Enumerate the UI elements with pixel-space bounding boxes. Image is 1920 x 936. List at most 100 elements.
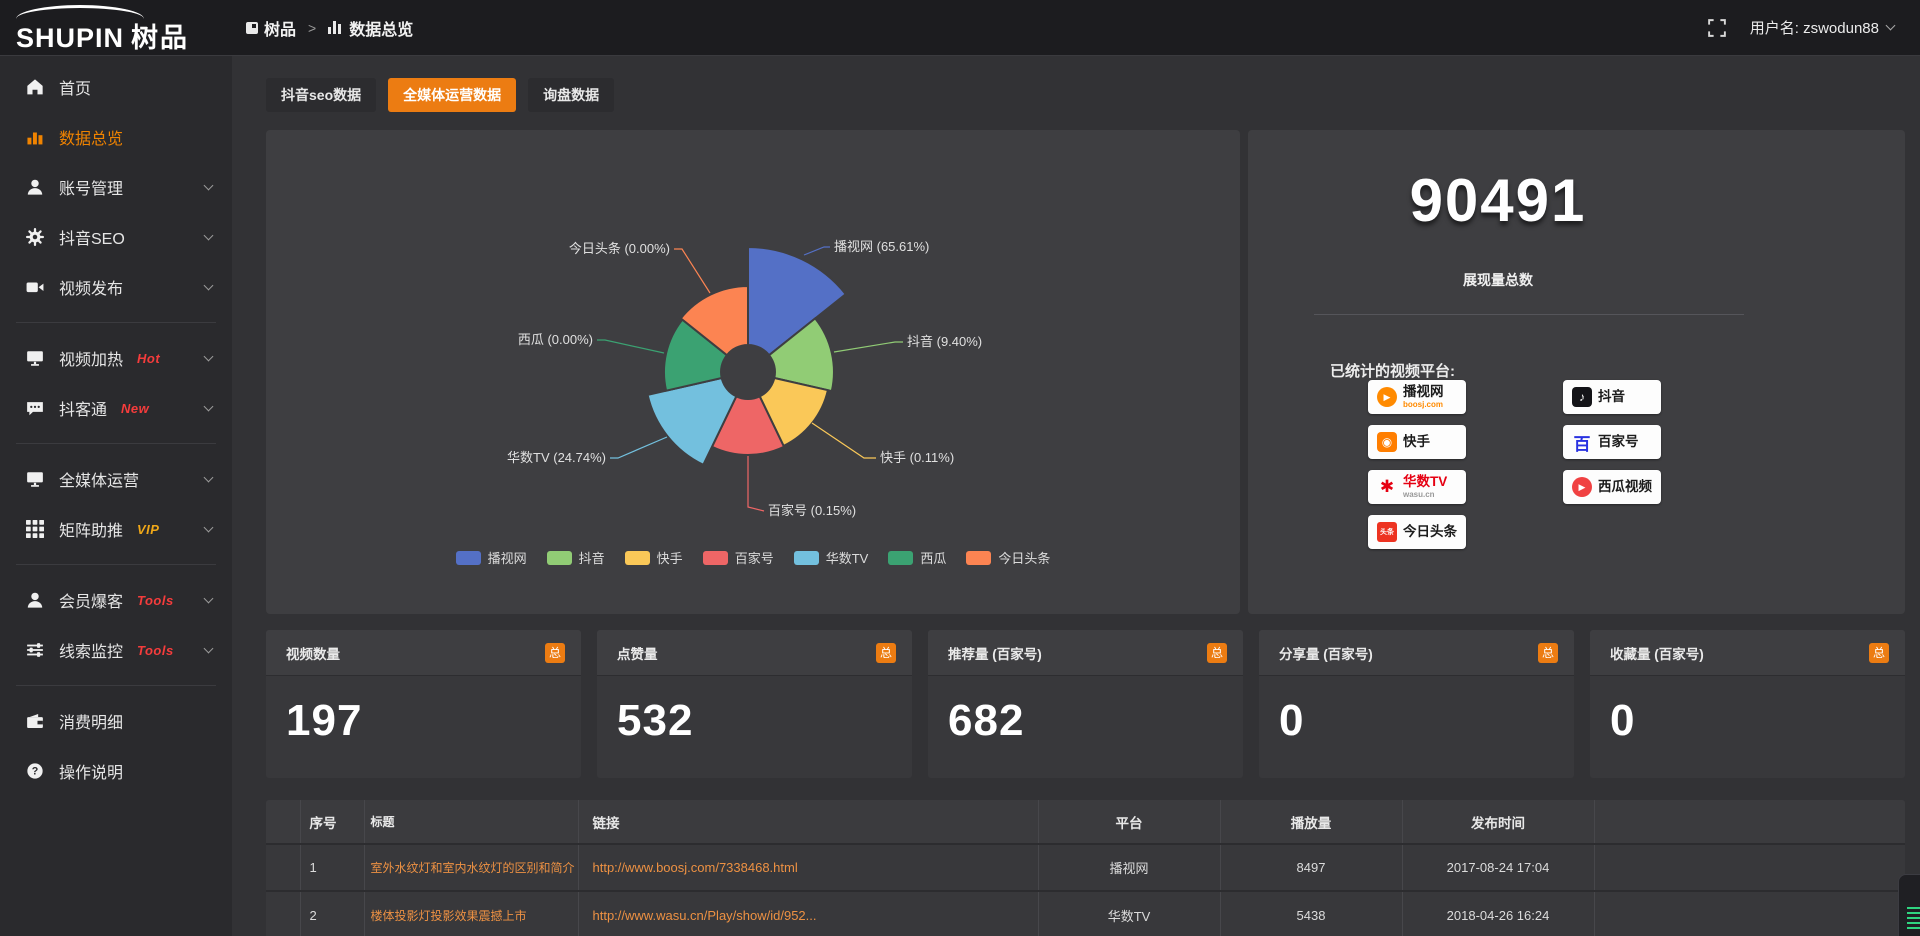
tab-2[interactable]: 询盘数据 [528,78,615,112]
breadcrumb-separator: > [308,19,317,36]
legend-swatch [888,550,914,565]
sidebar-item-matrix-boost[interactable]: 矩阵助推 VIP [0,504,232,554]
breadcrumb: 树品 > 数据总览 [246,16,413,40]
stat-card-3: 分享量 (百家号) 总 0 [1259,630,1574,778]
video-url-link[interactable]: http://www.boosj.com/7338468.html [592,860,798,875]
sidebar-item-label: 线索监控 [59,644,124,661]
sidebar-item-label: 账号管理 [59,181,124,198]
legend-swatch [702,550,728,565]
chevron-down-icon [203,472,214,482]
platform-badges-column-right: ♪ 抖音百百家号 ▶ 西瓜视频 [1563,380,1661,504]
home-icon [26,78,44,96]
video-title-link[interactable]: 室外水纹灯和室内水纹灯的区别和简介 [370,861,575,875]
sidebar-item-operation-guide[interactable]: ? 操作说明 [0,746,232,796]
sidebar-item-lead-monitor[interactable]: 线索监控 Tools [0,625,232,675]
video-title-link[interactable]: 楼体投影灯投影效果震撼上市 [370,908,527,923]
pie-slice-播视网[interactable] [747,245,848,357]
video-url-link[interactable]: http://www.wasu.cn/Play/show/id/952... [592,907,817,923]
logo-text-en: SHUPIN [16,22,125,53]
legend-item-快手[interactable]: 快手 [624,548,683,567]
pie-label-抖音: 抖音 (9.40%) [907,334,982,349]
table-header-row: 序号 标题 链接 平台 播放量 发布时间 [266,800,1905,844]
col-header-time: 发布时间 [1401,800,1594,844]
label-line [597,339,665,354]
fullscreen-icon[interactable] [1707,18,1726,37]
platform-badge-今日头条: 头条 今日头条 [1368,515,1466,549]
platform-badge-百家号: 百百家号 [1563,425,1661,459]
pie-label-今日头条: 今日头条 (0.00%) [569,241,670,256]
chevron-down-icon [203,593,214,603]
screen-icon [26,349,44,367]
label-line [833,341,903,353]
label-line [747,456,765,512]
platform-badge-西瓜视频: ▶ 西瓜视频 [1563,470,1661,504]
chevron-down-icon [1885,20,1896,31]
tab-1[interactable]: 全媒体运营数据 [388,78,517,112]
legend-item-今日头条[interactable]: 今日头条 [966,548,1050,567]
platform-subtext: boosj.com [1403,399,1444,409]
cell-views: 8497 [1219,843,1402,891]
tab-0[interactable]: 抖音seo数据 [266,78,377,112]
pie-slice-今日头条[interactable] [679,284,749,357]
platform-subtext: wasu.cn [1403,489,1435,499]
legend-item-播视网[interactable]: 播视网 [455,548,527,567]
sidebar-divider [16,322,216,323]
stat-card-label: 视频数量 [286,646,340,662]
label-line [674,248,711,294]
legend-item-西瓜[interactable]: 西瓜 [888,548,946,567]
total-badge: 总 [1207,642,1227,663]
sidebar-item-media-operation[interactable]: 全媒体运营 [0,454,232,504]
breadcrumb-current[interactable]: 数据总览 [349,21,414,39]
legend-item-华数TV[interactable]: 华数TV [793,548,868,567]
total-impressions-value: 90491 [1409,167,1587,234]
sidebar-item-douketong[interactable]: 抖客通 New [0,383,232,433]
sidebar-item-consume-detail[interactable]: 消费明细 [0,696,232,746]
stat-card-label: 分享量 (百家号) [1279,646,1373,662]
platform-name: 快手 [1403,434,1430,450]
legend-label: 今日头条 [998,551,1051,566]
sidebar-item-member-baoke[interactable]: 会员爆客 Tools [0,575,232,625]
baijiahao-logo: 百 [1573,434,1591,454]
stat-card-value: 0 [1610,696,1636,745]
platform-name: 华数TV [1403,474,1448,490]
sidebar-item-video-heat[interactable]: 视频加热 Hot [0,333,232,383]
user-menu[interactable]: 用户名: zswodun88 [1750,17,1896,38]
sidebar-item-video-publish[interactable]: 视频发布 [0,262,232,312]
platform-badges-column-left: ▶ 播视网 boosj.com ◉ 快手 ✱ 华数TV wasu.cn 头条 今日头条 [1368,380,1466,549]
sidebar-item-douyin-seo[interactable]: 抖音SEO [0,212,232,262]
wallet-icon [26,712,44,730]
legend-item-抖音[interactable]: 抖音 [546,548,605,567]
platform-badge-播视网: ▶ 播视网 boosj.com [1368,380,1466,414]
floating-widget[interactable] [1898,874,1920,936]
legend-label: 快手 [656,551,683,566]
platform-name: 西瓜视频 [1598,479,1652,495]
sidebar-item-home[interactable]: 首页 [0,62,232,112]
sidebar-item-badge: Tools [137,592,174,608]
legend-item-百家号[interactable]: 百家号 [702,548,774,567]
pie-slice-抖音[interactable] [767,316,835,393]
breadcrumb-home[interactable]: 树品 [264,21,297,39]
platform-badge-华数TV: ✱ 华数TV wasu.cn [1368,470,1466,504]
bar-chart-icon [26,128,44,146]
app-logo: SHUPIN 树品 [0,0,232,56]
cell-views: 5438 [1219,890,1402,936]
gear-icon [26,228,44,246]
monitor-icon [26,470,44,488]
label-line [811,422,876,459]
app-square-icon [246,21,258,34]
cell-no: 1 [299,843,364,891]
sidebar-item-label: 全媒体运营 [59,473,140,490]
total-badge: 总 [1869,642,1889,663]
pie-label-西瓜: 西瓜 (0.00%) [518,332,593,347]
cell-time: 2017-08-24 17:04 [1401,843,1594,891]
sidebar-item-account-manage[interactable]: 账号管理 [0,162,232,212]
sidebar-item-data-overview[interactable]: 数据总览 [0,112,232,162]
sidebar: 首页 数据总览账号管理抖音SEO 视频发布视频加热 Hot 抖客通 New 全媒体运营矩阵助… [0,56,232,936]
toutiao-logo: 头条 [1377,522,1397,542]
pie-slice-华数TV[interactable] [646,376,738,467]
stat-card-1: 点赞量 总 532 [597,630,912,778]
bar-chart-mini-icon [328,21,343,34]
chevron-down-icon [203,230,214,240]
sliders-icon [26,641,44,659]
total-badge: 总 [1538,642,1558,663]
